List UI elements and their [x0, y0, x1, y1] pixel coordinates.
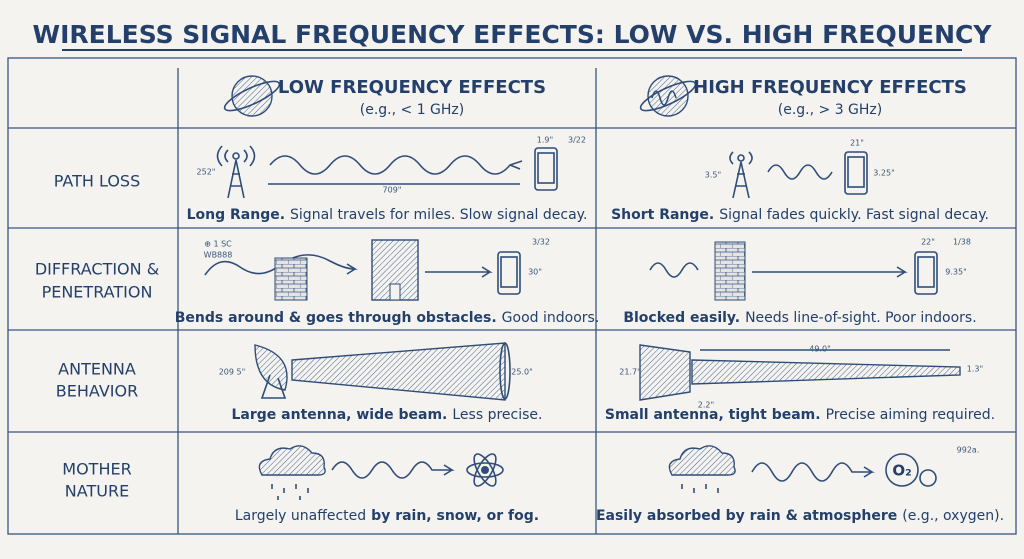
row-label: NATURE — [65, 482, 129, 501]
caption-bold: by rain, snow, or fog. — [371, 508, 539, 524]
column-heading: HIGH FREQUENCY EFFECTS — [693, 77, 967, 98]
dimension-label: 3/22 — [568, 136, 586, 145]
caption: Short Range. Signal fades quickly. Fast s… — [611, 207, 989, 223]
penetration-low-sketch — [204, 239, 521, 301]
caption-bold: Blocked easily. — [623, 310, 740, 326]
dimension-label: 992a. — [957, 446, 980, 455]
caption: Long Range. Signal travels for miles. Slo… — [187, 207, 588, 223]
row-label: DIFFRACTION & — [35, 260, 159, 279]
row-label: MOTHER — [62, 460, 131, 479]
molecule-label: O₂ — [892, 462, 911, 480]
dimension-label: 3.25" — [873, 169, 895, 178]
dimension-label: 22" — [921, 238, 935, 247]
caption: Blocked easily. Needs line-of-sight. Poor… — [623, 310, 976, 326]
caption-text: Signal travels for miles. Slow signal de… — [290, 207, 587, 223]
dimension-label: 49.0" — [809, 345, 831, 354]
dimension-label: 1.9" — [537, 136, 553, 145]
dimension-label: 209 5" — [219, 368, 246, 377]
dimension-label: 252" — [197, 168, 216, 177]
column-subheading: (e.g., > 3 GHz) — [778, 102, 883, 118]
caption: Small antenna, tight beam. Precise aiming… — [605, 407, 995, 423]
weather-high-sketch — [668, 445, 937, 493]
caption-bold: Easily absorbed by rain & atmosphere — [596, 508, 897, 524]
dimension-label: WB888 — [204, 251, 233, 260]
antenna-high-sketch — [639, 344, 961, 401]
caption-text: Needs line-of-sight. Poor indoors. — [745, 310, 977, 326]
caption: Largely unaffected by rain, snow, or fog. — [235, 508, 539, 524]
row-label: PATH LOSS — [54, 172, 140, 191]
caption-bold: Short Range. — [611, 207, 714, 223]
dimension-label: 9.35" — [945, 268, 967, 277]
row-label: ANTENNA — [58, 360, 136, 379]
dimension-label: 3/32 — [532, 238, 550, 247]
column-heading: LOW FREQUENCY EFFECTS — [278, 77, 546, 98]
caption-bold: Large antenna, wide beam. — [232, 407, 448, 423]
dimension-label: 2.2" — [698, 401, 714, 410]
dimension-label: 1/38 — [953, 238, 971, 247]
table-grid — [7, 57, 1017, 535]
caption-text: Less precise. — [452, 407, 542, 423]
row-label: PENETRATION — [42, 283, 153, 302]
caption: Easily absorbed by rain & atmosphere (e.g… — [596, 508, 1004, 524]
column-subheading: (e.g., < 1 GHz) — [360, 102, 465, 118]
caption-text: (e.g., oxygen). — [902, 508, 1004, 524]
dimension-label: 21" — [850, 139, 864, 148]
antenna-low-sketch — [254, 342, 511, 401]
weather-low-sketch — [258, 445, 504, 500]
row-label: BEHAVIOR — [56, 382, 138, 401]
dimension-label: 30" — [528, 268, 542, 277]
dimension-label: 25.0" — [511, 368, 533, 377]
dimension-label: 21.7" — [619, 368, 641, 377]
title: WIRELESS SIGNAL FREQUENCY EFFECTS: LOW V… — [33, 20, 993, 49]
caption-bold: Long Range. — [187, 207, 285, 223]
dimension-label: 1.3" — [967, 365, 983, 374]
caption-bold: Small antenna, tight beam. — [605, 407, 821, 423]
caption: Bends around & goes through obstacles. Go… — [175, 310, 600, 326]
caption-bold: Bends around & goes through obstacles. — [175, 310, 497, 326]
caption-text: Precise aiming required. — [826, 407, 996, 423]
path-loss-low-sketch — [216, 145, 558, 199]
dimension-label: ⊕ 1 SC — [204, 240, 232, 249]
caption-text: Good indoors. — [502, 310, 600, 326]
dimension-label: 709" — [383, 186, 402, 195]
path-loss-high-sketch — [729, 151, 868, 199]
high-icon — [639, 75, 697, 117]
caption-text: Largely unaffected — [235, 508, 366, 524]
caption: Large antenna, wide beam. Less precise. — [232, 407, 543, 423]
low-icon — [223, 75, 281, 117]
dimension-label: 3.5" — [705, 171, 721, 180]
caption-text: Signal fades quickly. Fast signal decay. — [719, 207, 989, 223]
penetration-high-sketch — [649, 241, 938, 301]
